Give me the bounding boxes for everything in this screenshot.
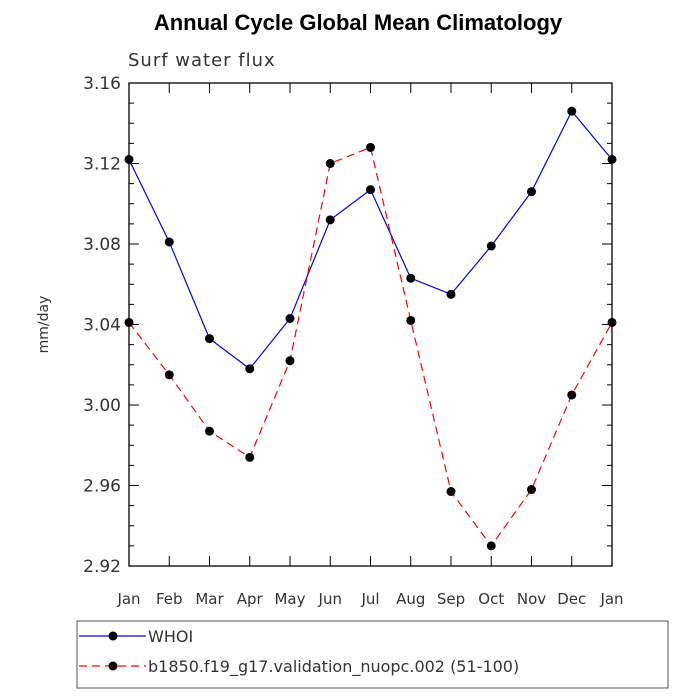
x-tick-label: Aug: [396, 590, 425, 608]
legend-label: b1850.f19_g17.validation_nuopc.002 (51-1…: [148, 657, 519, 677]
axes: 3.16 3.12 3.08 3.04 3.00 2.96 2.92 Jan Feb Mar Apr…: [36, 74, 624, 608]
data-point: [205, 334, 214, 344]
data-point: [486, 541, 496, 551]
legend-box: [76, 620, 669, 689]
y-axis-label: mm/day: [36, 296, 52, 354]
data-point: [406, 273, 416, 283]
data-point: [406, 315, 416, 325]
legend-marker: [108, 661, 118, 671]
data-point: [285, 313, 295, 323]
data-point: [285, 356, 295, 366]
y-tick-label: 3.04: [83, 316, 121, 336]
x-tick-label: Jan: [116, 590, 140, 608]
x-tick-label: Mar: [195, 590, 224, 608]
legend-marker: [108, 631, 118, 641]
x-tick-label: Jun: [318, 590, 342, 608]
data-point: [164, 237, 174, 247]
data-point: [325, 159, 335, 168]
x-tick-label: May: [274, 590, 305, 608]
data-point: [164, 370, 174, 380]
data-point: [567, 390, 577, 400]
data-point: [245, 452, 255, 462]
legend: WHOI b1850.f19_g17.validation_nuopc.002 (…: [76, 620, 669, 689]
data-point: [124, 317, 134, 327]
series-layer: [124, 106, 617, 551]
series-2: [124, 142, 617, 551]
x-tick-label: Sep: [437, 590, 465, 608]
data-point: [527, 485, 536, 495]
x-tick-label: Oct: [478, 590, 504, 608]
y-tick-label: 2.92: [83, 557, 121, 577]
y-tick-label: 3.12: [83, 155, 121, 175]
x-tick-label: Feb: [156, 590, 183, 608]
series-1: [124, 106, 617, 374]
y-tick-label: 3.00: [83, 396, 121, 416]
x-tick-label: Jul: [360, 590, 379, 608]
data-point: [527, 187, 536, 197]
x-tick-label: Jan: [599, 590, 623, 608]
data-point: [325, 215, 335, 225]
data-point: [205, 426, 214, 436]
data-point: [366, 142, 375, 152]
data-point: [486, 241, 496, 251]
chart-title: Annual Cycle Global Mean Climatology: [154, 10, 563, 35]
data-point: [366, 185, 375, 195]
data-point: [124, 154, 134, 164]
data-point: [607, 317, 617, 327]
plot-frame: [128, 82, 613, 567]
x-tick-label: Nov: [517, 590, 546, 608]
y-tick-label: 2.96: [83, 477, 121, 497]
data-point: [245, 364, 255, 374]
y-tick-label: 3.08: [83, 235, 121, 255]
data-point: [446, 289, 456, 299]
legend-label: WHOI: [148, 627, 193, 646]
data-point: [607, 154, 617, 164]
series-line: [128, 146, 613, 547]
x-tick-label: Apr: [237, 590, 264, 608]
x-tick-label: Dec: [557, 590, 586, 608]
chart-subtitle: Surf water flux: [128, 50, 276, 71]
y-tick-label: 3.16: [83, 74, 121, 94]
data-point: [567, 106, 577, 116]
data-point: [446, 487, 456, 497]
